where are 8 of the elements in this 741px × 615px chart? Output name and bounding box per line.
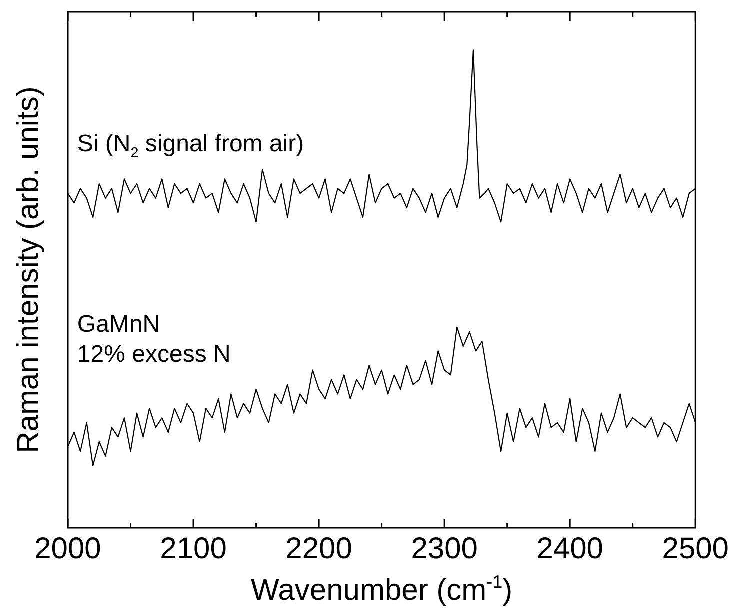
x-tick-label: 2000: [34, 532, 102, 566]
y-axis-title: Raman intensity (arb. units): [12, 86, 45, 454]
x-tick-label: 2500: [662, 532, 730, 566]
x-tick-label: 2100: [160, 532, 227, 566]
x-tick-label: 2400: [536, 532, 604, 566]
x-tick-label: 2200: [286, 532, 352, 566]
annotation: GaMnN 12% excess N: [77, 310, 231, 368]
x-tick-label: 2300: [411, 532, 478, 566]
